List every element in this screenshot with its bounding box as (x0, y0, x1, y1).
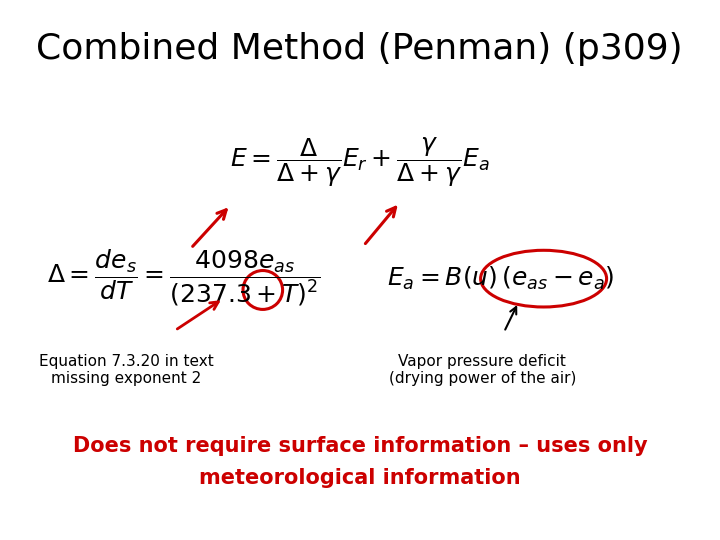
Text: Vapor pressure deficit
(drying power of the air): Vapor pressure deficit (drying power of … (389, 354, 576, 386)
Text: $\Delta = \dfrac{de_s}{dT} = \dfrac{4098e_{as}}{(237.3+T)^2}$: $\Delta = \dfrac{de_s}{dT} = \dfrac{4098… (47, 248, 320, 308)
Text: Combined Method (Penman) (p309): Combined Method (Penman) (p309) (36, 32, 683, 66)
Text: Does not require surface information – uses only: Does not require surface information – u… (73, 435, 647, 456)
Text: meteorological information: meteorological information (199, 468, 521, 488)
Text: $E_a = B(u)\,(e_{as} - e_a)$: $E_a = B(u)\,(e_{as} - e_a)$ (387, 265, 614, 292)
Text: $E = \dfrac{\Delta}{\Delta+\gamma}E_r + \dfrac{\gamma}{\Delta+\gamma}E_a$: $E = \dfrac{\Delta}{\Delta+\gamma}E_r + … (230, 135, 490, 189)
Text: Equation 7.3.20 in text
missing exponent 2: Equation 7.3.20 in text missing exponent… (39, 354, 213, 386)
